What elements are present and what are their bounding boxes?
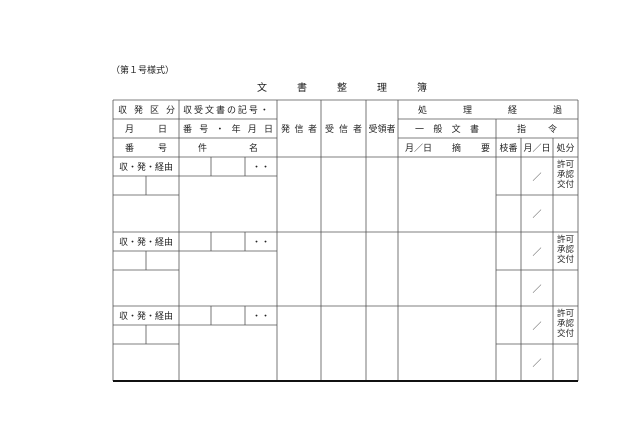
header-subject: 件名: [198, 144, 258, 154]
title-char: 簿: [417, 83, 427, 94]
row-type: 収・発・経由: [118, 238, 173, 248]
form-number: （第１号様式）: [111, 66, 175, 76]
row-type: 収・発・経由: [118, 312, 173, 322]
disposal-permit: 許可: [556, 160, 574, 170]
row-disposal-options: 許可 承認 交付: [553, 160, 578, 190]
row-slash-upper: ／: [532, 321, 542, 332]
header-number: 番号: [125, 144, 167, 154]
row-disposal-options: 許可 承認 交付: [553, 235, 578, 265]
title-char: 書: [297, 83, 307, 94]
disposal-issue: 交付: [556, 180, 574, 190]
header-category: 収発区分: [118, 106, 175, 116]
header-number-date: 番号・年月日: [183, 125, 273, 135]
row-slash-upper: ／: [532, 247, 542, 258]
header-receiver: 受信者: [325, 125, 362, 135]
disposal-approval: 承認: [556, 319, 574, 329]
disposal-issue: 交付: [556, 255, 574, 265]
row-slash-lower: ／: [532, 210, 542, 220]
header-month-day: 月日: [125, 125, 167, 135]
row-date-dots: ・・: [251, 238, 270, 248]
disposal-approval: 承認: [556, 170, 574, 180]
row-type: 収・発・経由: [118, 163, 173, 173]
header-doc-symbol: 収受文書の記号・: [183, 106, 269, 116]
disposal-issue: 交付: [556, 329, 574, 339]
disposal-approval: 承認: [556, 245, 574, 255]
header-order: 指令: [517, 125, 557, 135]
row-slash-upper: ／: [532, 172, 542, 183]
disposal-permit: 許可: [556, 309, 574, 319]
header-general-sub: 月／日摘要: [405, 144, 490, 154]
header-branch: 枝番: [499, 144, 518, 154]
title-char: 文: [257, 83, 267, 94]
disposal-permit: 許可: [556, 235, 574, 245]
title-char: 整: [337, 83, 347, 94]
document-title: 文書整理簿: [257, 79, 427, 94]
row-disposal-options: 許可 承認 交付: [553, 309, 578, 339]
header-sender: 発信者: [281, 125, 317, 135]
title-char: 理: [377, 83, 387, 94]
header-disposal: 処分: [556, 144, 575, 154]
header-order-date: 月／日: [523, 144, 551, 154]
header-recipient: 受領者: [368, 125, 396, 135]
row-slash-lower: ／: [532, 359, 542, 369]
header-process: 処理経過: [418, 106, 562, 116]
row-slash-lower: ／: [532, 285, 542, 295]
row-date-dots: ・・: [251, 312, 270, 322]
header-general: 一般文書: [415, 125, 479, 135]
row-date-dots: ・・: [251, 163, 270, 173]
